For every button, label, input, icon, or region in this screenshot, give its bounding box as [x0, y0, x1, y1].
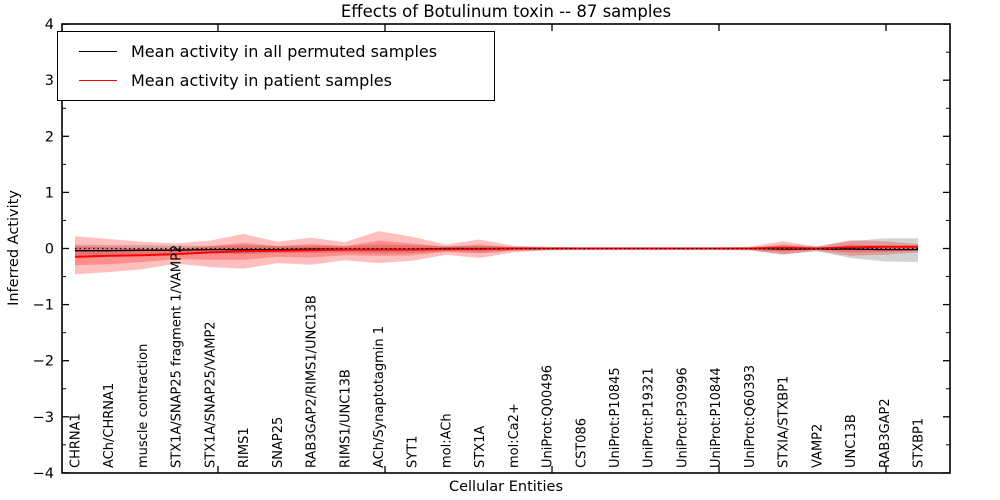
x-category-label: STX1A/SNAP25/VAMP2	[203, 321, 218, 468]
x-category-label: ACh/CHRNA1	[102, 383, 117, 468]
x-category-label: SYT1	[406, 436, 421, 468]
y-tick-label: 1	[45, 185, 54, 201]
y-tick-label: 0	[45, 242, 54, 258]
y-tick-label: 4	[45, 17, 54, 33]
y-tick-label: −2	[33, 354, 54, 370]
y-tick-label: 3	[45, 73, 54, 89]
x-category-label: STX1A/SNAP25 fragment 1/VAMP2	[170, 245, 185, 468]
x-category-label: ACh/Synaptotagmin 1	[372, 326, 387, 468]
chart-title: Effects of Botulinum toxin -- 87 samples	[340, 2, 672, 21]
x-category-label: UniProt:Q60393	[743, 365, 758, 468]
x-category-label: RIMS1/UNC13B	[338, 369, 353, 468]
x-category-label: SNAP25	[271, 417, 286, 468]
x-category-label: RAB3GAP2/RIMS1/UNC13B	[305, 295, 320, 468]
legend-item-permuted: Mean activity in all permuted samples	[58, 37, 494, 66]
x-category-label: muscle contraction	[136, 344, 151, 468]
x-axis-label: Cellular Entities	[448, 479, 564, 495]
x-category-label: UniProt:Q00496	[541, 365, 556, 468]
x-category-label: UniProt:P10845	[608, 367, 623, 468]
y-tick-label: 2	[45, 129, 54, 145]
legend-label-permuted: Mean activity in all permuted samples	[131, 42, 438, 61]
y-tick-label: −3	[33, 410, 54, 426]
x-category-label: UNC13B	[844, 414, 859, 468]
x-category-label: CST086	[574, 418, 589, 468]
permuted-std-band	[75, 238, 918, 262]
x-category-label: VAMP2	[810, 424, 825, 468]
legend-line-red	[79, 80, 117, 81]
x-category-label: STX1A	[473, 426, 488, 468]
x-category-label: RAB3GAP2	[878, 398, 893, 468]
patient-std-band-outer	[75, 231, 918, 275]
x-category-label: STXIA/STXBP1	[777, 376, 792, 468]
x-category-label: RIMS1	[237, 427, 252, 468]
legend-label-patient: Mean activity in patient samples	[131, 71, 392, 90]
y-tick-label: −4	[33, 466, 54, 482]
y-tick-label: −1	[33, 298, 54, 314]
x-category-label: UniProt:P19321	[642, 367, 657, 468]
legend-line-black	[79, 51, 117, 52]
x-category-label: UniProt:P10844	[709, 367, 724, 468]
x-category-label: CHRNA1	[69, 413, 84, 468]
x-category-label: UniProt:P30996	[676, 367, 691, 468]
x-category-label: STXBP1	[912, 418, 927, 468]
x-category-label: mol:ACh	[439, 413, 454, 468]
legend: Mean activity in all permuted samples Me…	[57, 31, 495, 101]
patient-std-band-inner	[75, 240, 918, 266]
legend-item-patient: Mean activity in patient samples	[58, 66, 494, 95]
x-category-label: mol:Ca2+	[507, 403, 522, 468]
